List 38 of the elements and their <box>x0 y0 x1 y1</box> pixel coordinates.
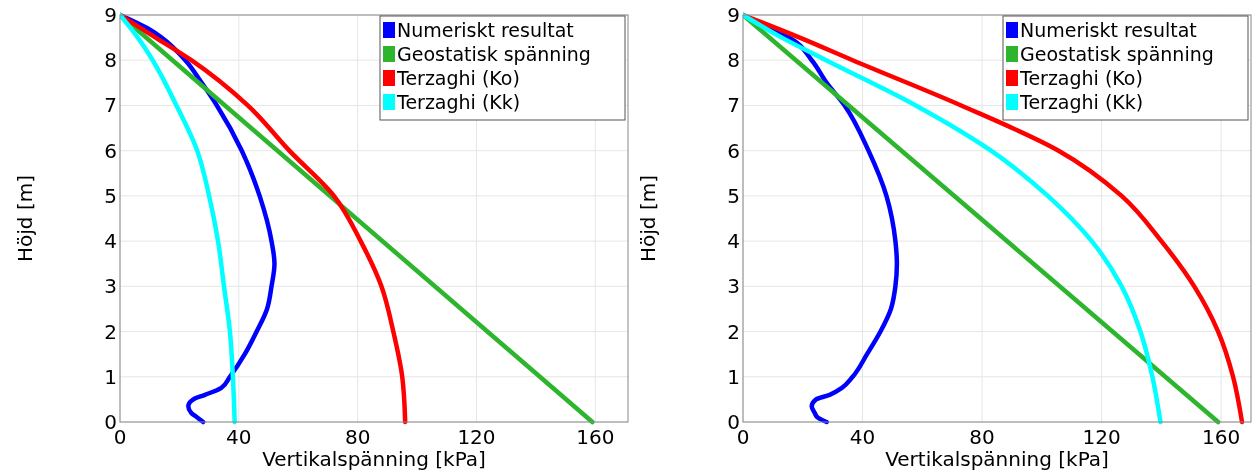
y-tick-label: 5 <box>104 183 117 208</box>
legend-label: Terzaghi (Kk) <box>1019 91 1144 113</box>
x-tick-label: 120 <box>1082 425 1121 449</box>
legend-label: Terzaghi (Ko) <box>1019 67 1143 89</box>
y-axis-title: Höjd [m] <box>13 175 37 262</box>
y-tick-label: 3 <box>104 274 117 299</box>
y-tick-label: 8 <box>727 48 740 73</box>
y-tick-label: 6 <box>727 138 740 163</box>
x-axis-title: Vertikalspänning [kPa] <box>262 447 486 470</box>
y-tick-label: 7 <box>104 93 117 118</box>
y-tick-label: 9 <box>727 3 740 27</box>
y-tick-label: 4 <box>104 229 117 254</box>
y-tick-label: 7 <box>727 93 740 118</box>
legend-label: Terzaghi (Kk) <box>396 91 521 113</box>
x-tick-label: 40 <box>849 425 876 449</box>
y-tick-label: 8 <box>104 48 117 73</box>
y-tick-label: 6 <box>104 138 117 163</box>
y-tick-label: 4 <box>727 229 740 254</box>
y-tick-label: 3 <box>727 274 740 299</box>
x-axis-title: Vertikalspänning [kPa] <box>885 447 1109 470</box>
y-tick-label: 5 <box>727 183 740 208</box>
y-tick-label: 9 <box>104 3 117 27</box>
y-axis-title: Höjd [m] <box>636 175 660 262</box>
x-tick-label: 80 <box>969 425 995 449</box>
x-tick-label: 120 <box>457 425 496 449</box>
x-tick-label: 40 <box>226 425 252 449</box>
y-tick-label: 2 <box>104 319 117 344</box>
legend-label: Terzaghi (Ko) <box>396 67 520 89</box>
x-tick-label: 80 <box>344 425 371 449</box>
y-tick-label: 1 <box>104 364 117 389</box>
legend-label: Numeriskt resultat <box>397 19 574 41</box>
legend-label: Geostatisk spänning <box>1020 43 1214 65</box>
x-tick-label: 160 <box>1202 425 1241 449</box>
x-tick-label: 160 <box>576 425 615 449</box>
legend-label: Geostatisk spänning <box>397 43 591 65</box>
legend-label: Numeriskt resultat <box>1020 19 1197 41</box>
y-tick-label: 1 <box>727 364 740 389</box>
y-tick-label: 2 <box>727 319 740 344</box>
